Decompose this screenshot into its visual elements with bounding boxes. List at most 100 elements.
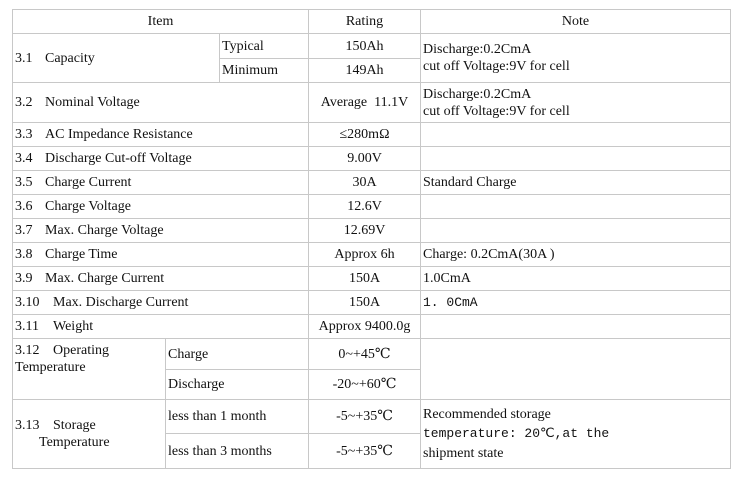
- item-name: Max. Charge Current: [45, 271, 165, 286]
- note-cell: Discharge:0.2CmA cut off Voltage:9V for …: [420, 82, 731, 123]
- item-cell: 3.10 Max. Discharge Current: [12, 290, 309, 315]
- table-row: 3.11 Weight Approx 9400.0g: [12, 314, 731, 339]
- item-name-continued: Temperature: [15, 360, 86, 375]
- item-number: 3.5: [15, 175, 33, 190]
- rating-cell: 0~+45℃: [308, 338, 421, 370]
- item-cell: 3.3 AC Impedance Resistance: [12, 122, 309, 147]
- item-cell: 3.5 Charge Current: [12, 170, 309, 195]
- item-number: 3.10: [15, 295, 40, 310]
- rating-cell: 12.6V: [308, 194, 421, 219]
- sub-label: less than 1 month: [165, 399, 309, 434]
- item-number: 3.2: [15, 95, 33, 110]
- item-number: 3.13: [15, 418, 40, 433]
- item-name: Capacity: [45, 50, 95, 66]
- item-name: Max. Discharge Current: [53, 295, 189, 310]
- sub-label: Typical: [219, 33, 309, 59]
- header-rating: Rating: [308, 9, 421, 34]
- note-cell: [420, 146, 731, 171]
- note-cell: Standard Charge: [420, 170, 731, 195]
- item-cell: 3.12 Operating Temperature: [12, 338, 166, 400]
- table-row: Minimum 149Ah: [13, 58, 731, 83]
- table-row: 3.5 Charge Current 30A Standard Charge: [12, 170, 731, 195]
- note-line: Discharge:0.2CmA: [423, 86, 532, 102]
- table-row: 3.12 Operating Temperature Charge 0~+45℃: [12, 338, 731, 400]
- item-number: 3.3: [15, 127, 33, 142]
- item-number: 3.1: [15, 50, 33, 66]
- note-cell: Charge: 0.2CmA(30A ): [420, 242, 731, 267]
- item-name: Storage: [53, 418, 96, 433]
- header-item: Item: [12, 9, 309, 34]
- item-cell: 3.4 Discharge Cut-off Voltage: [12, 146, 309, 171]
- specification-table: Item Rating Note 3.1 Capacity Typical 150…: [12, 9, 731, 469]
- note-cell: Discharge:0.2CmA cut off Voltage:9V for …: [420, 33, 731, 83]
- table-row: 3.10 Max. Discharge Current 150A 1. 0CmA: [12, 290, 731, 315]
- sub-label: less than 3 months: [165, 433, 309, 469]
- item-cell: 3.13 Storage Temperature: [12, 399, 166, 469]
- item-name: Discharge Cut-off Voltage: [45, 151, 192, 166]
- item-name: AC Impedance Resistance: [45, 127, 193, 142]
- item-name: Max. Charge Voltage: [45, 223, 164, 238]
- item-name: Nominal Voltage: [45, 95, 140, 110]
- item-cell: 3.9 Max. Charge Current: [12, 266, 309, 291]
- item-name: Charge Voltage: [45, 199, 131, 214]
- item-cell: 3.6 Charge Voltage: [12, 194, 309, 219]
- rating-cell: 149Ah: [308, 58, 421, 83]
- table-row: 3.7 Max. Charge Voltage 12.69V: [12, 218, 731, 243]
- item-number: 3.4: [15, 151, 33, 166]
- note-cell: Recommended storage temperature: 20℃,at …: [420, 399, 731, 469]
- rating-cell: 150A: [308, 266, 421, 291]
- table-row: 3.1 Capacity Typical 150Ah Discharge:0.2C…: [12, 33, 731, 83]
- header-row: Item Rating Note: [12, 9, 731, 34]
- table-row: less than 3 months -5~+35℃: [13, 433, 731, 469]
- rating-cell: Approx 9400.0g: [308, 314, 421, 339]
- rating-cell: 150A: [308, 290, 421, 315]
- item-cell: 3.1 Capacity: [12, 33, 220, 83]
- rating-cell: -5~+35℃: [308, 399, 421, 434]
- table-row: 3.2 Nominal Voltage Average 11.1V Dischar…: [12, 82, 731, 123]
- item-name: Weight: [53, 319, 94, 334]
- note-line: cut off Voltage:9V for cell: [423, 103, 570, 119]
- item-number: 3.6: [15, 199, 33, 214]
- rating-cell: -20~+60℃: [308, 369, 421, 400]
- item-number: 3.11: [15, 319, 39, 334]
- table-row: 3.13 Storage Temperature less than 1 mont…: [12, 399, 731, 469]
- item-name: Operating: [53, 343, 109, 358]
- rating-cell: -5~+35℃: [308, 433, 421, 469]
- item-name: Charge Current: [45, 175, 132, 190]
- note-line: temperature: 20℃,at the: [423, 426, 610, 441]
- note-cell: 1. 0CmA: [420, 290, 731, 315]
- rating-cell: 30A: [308, 170, 421, 195]
- rating-cell: Approx 6h: [308, 242, 421, 267]
- rating-cell: ≤280mΩ: [308, 122, 421, 147]
- item-number: 3.7: [15, 223, 33, 238]
- rating-cell: 12.69V: [308, 218, 421, 243]
- note-line: cut off Voltage:9V for cell: [423, 59, 570, 74]
- item-cell: 3.8 Charge Time: [12, 242, 309, 267]
- table-row: 3.8 Charge Time Approx 6h Charge: 0.2CmA(…: [12, 242, 731, 267]
- table-row: Discharge -20~+60℃: [13, 369, 731, 400]
- item-number: 3.12: [15, 343, 40, 358]
- rating-cell: 9.00V: [308, 146, 421, 171]
- note-cell: [420, 122, 731, 147]
- table-row: 3.3 AC Impedance Resistance ≤280mΩ: [12, 122, 731, 147]
- note-cell: [420, 194, 731, 219]
- note-line: Discharge:0.2CmA: [423, 42, 532, 57]
- note-line: shipment state: [423, 446, 504, 461]
- note-cell: [420, 314, 731, 339]
- rating-cell: 150Ah: [308, 33, 421, 59]
- item-cell: 3.7 Max. Charge Voltage: [12, 218, 309, 243]
- sub-label: Charge: [165, 338, 309, 370]
- item-cell: 3.2 Nominal Voltage: [12, 82, 309, 123]
- note-line: Recommended storage: [423, 407, 551, 422]
- header-note: Note: [420, 9, 731, 34]
- table-row: 3.6 Charge Voltage 12.6V: [12, 194, 731, 219]
- item-number: 3.9: [15, 271, 33, 286]
- sub-label: Minimum: [219, 58, 309, 83]
- item-cell: 3.11 Weight: [12, 314, 309, 339]
- sub-label: Discharge: [165, 369, 309, 400]
- item-name: Charge Time: [45, 247, 118, 262]
- table-row: 3.9 Max. Charge Current 150A 1.0CmA: [12, 266, 731, 291]
- item-name-continued: Temperature: [39, 435, 110, 450]
- rating-cell: Average 11.1V: [308, 82, 421, 123]
- table-row: 3.4 Discharge Cut-off Voltage 9.00V: [12, 146, 731, 171]
